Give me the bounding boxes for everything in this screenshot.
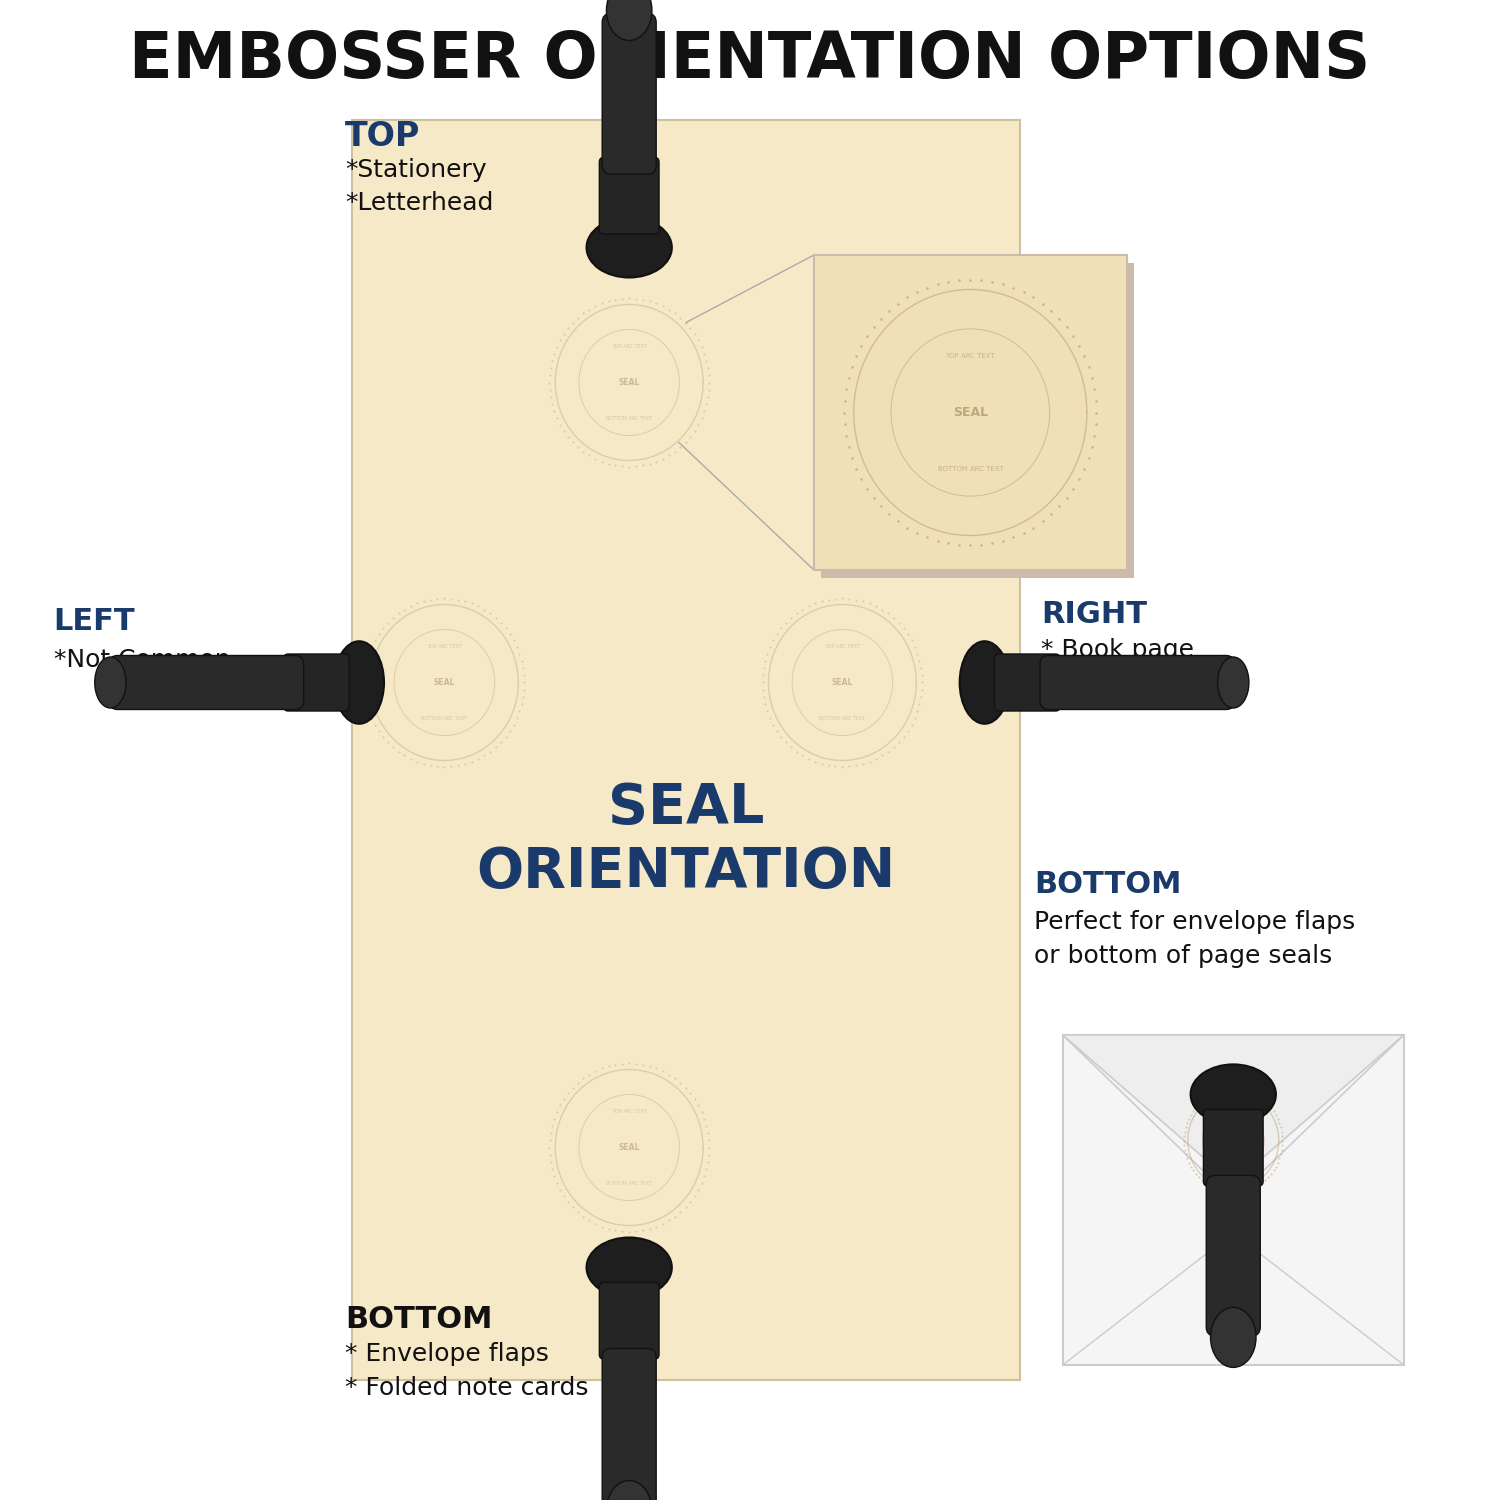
Text: TOP: TOP (345, 120, 420, 153)
Text: * Envelope flaps
* Folded note cards: * Envelope flaps * Folded note cards (345, 1342, 588, 1400)
Text: TOP ARC TEXT: TOP ARC TEXT (612, 344, 646, 350)
FancyBboxPatch shape (821, 262, 1134, 578)
FancyBboxPatch shape (1203, 1110, 1263, 1186)
FancyBboxPatch shape (602, 13, 656, 174)
Text: TOP ARC TEXT: TOP ARC TEXT (612, 1108, 646, 1114)
Ellipse shape (606, 0, 652, 40)
Ellipse shape (1191, 1065, 1276, 1125)
FancyBboxPatch shape (600, 1282, 658, 1359)
FancyBboxPatch shape (1062, 1035, 1404, 1365)
FancyBboxPatch shape (994, 654, 1060, 711)
Ellipse shape (960, 642, 1010, 723)
Text: TOP ARC TEXT: TOP ARC TEXT (427, 644, 462, 650)
Text: SEAL: SEAL (831, 678, 854, 687)
Text: SEAL: SEAL (618, 1143, 640, 1152)
Text: BOTTOM ARC TEXT: BOTTOM ARC TEXT (422, 716, 468, 722)
Text: SEAL: SEAL (1222, 1136, 1244, 1144)
Text: EMBOSSER ORIENTATION OPTIONS: EMBOSSER ORIENTATION OPTIONS (129, 28, 1371, 92)
Text: BOTTOM ARC TEXT: BOTTOM ARC TEXT (819, 716, 866, 722)
FancyBboxPatch shape (110, 656, 303, 710)
Text: TOP ARC TEXT: TOP ARC TEXT (825, 644, 860, 650)
FancyBboxPatch shape (1040, 656, 1234, 710)
Ellipse shape (334, 642, 384, 723)
FancyBboxPatch shape (815, 255, 1126, 570)
Text: TOP ARC TEXT: TOP ARC TEXT (1216, 1116, 1251, 1120)
Text: SEAL: SEAL (433, 678, 454, 687)
Text: *Stationery
*Letterhead: *Stationery *Letterhead (345, 158, 494, 214)
Text: SEAL: SEAL (618, 378, 640, 387)
Text: SEAL: SEAL (952, 406, 988, 418)
FancyBboxPatch shape (284, 654, 350, 711)
Text: TOP ARC TEXT: TOP ARC TEXT (945, 352, 994, 358)
FancyBboxPatch shape (352, 120, 1020, 1380)
Ellipse shape (94, 657, 126, 708)
FancyBboxPatch shape (600, 158, 658, 234)
Text: Perfect for envelope flaps
or bottom of page seals: Perfect for envelope flaps or bottom of … (1035, 910, 1356, 968)
FancyBboxPatch shape (1206, 1176, 1260, 1336)
Ellipse shape (606, 1480, 652, 1500)
Ellipse shape (586, 1238, 672, 1298)
Text: SEAL
ORIENTATION: SEAL ORIENTATION (477, 780, 896, 900)
FancyBboxPatch shape (602, 1348, 656, 1500)
Ellipse shape (1210, 1308, 1255, 1368)
Text: BOTTOM ARC TEXT: BOTTOM ARC TEXT (938, 466, 1004, 472)
Polygon shape (1062, 1035, 1404, 1184)
Text: BOTTOM ARC TEXT: BOTTOM ARC TEXT (606, 1180, 652, 1186)
Text: LEFT: LEFT (54, 608, 135, 636)
Text: RIGHT: RIGHT (1041, 600, 1148, 628)
Text: BOTTOM ARC TEXT: BOTTOM ARC TEXT (1210, 1160, 1257, 1166)
Text: *Not Common: *Not Common (54, 648, 230, 672)
Text: * Book page: * Book page (1041, 638, 1194, 662)
Ellipse shape (586, 217, 672, 278)
Text: BOTTOM: BOTTOM (1035, 870, 1182, 898)
Text: BOTTOM: BOTTOM (345, 1305, 492, 1334)
Text: BOTTOM ARC TEXT: BOTTOM ARC TEXT (606, 416, 652, 422)
Ellipse shape (1218, 657, 1249, 708)
